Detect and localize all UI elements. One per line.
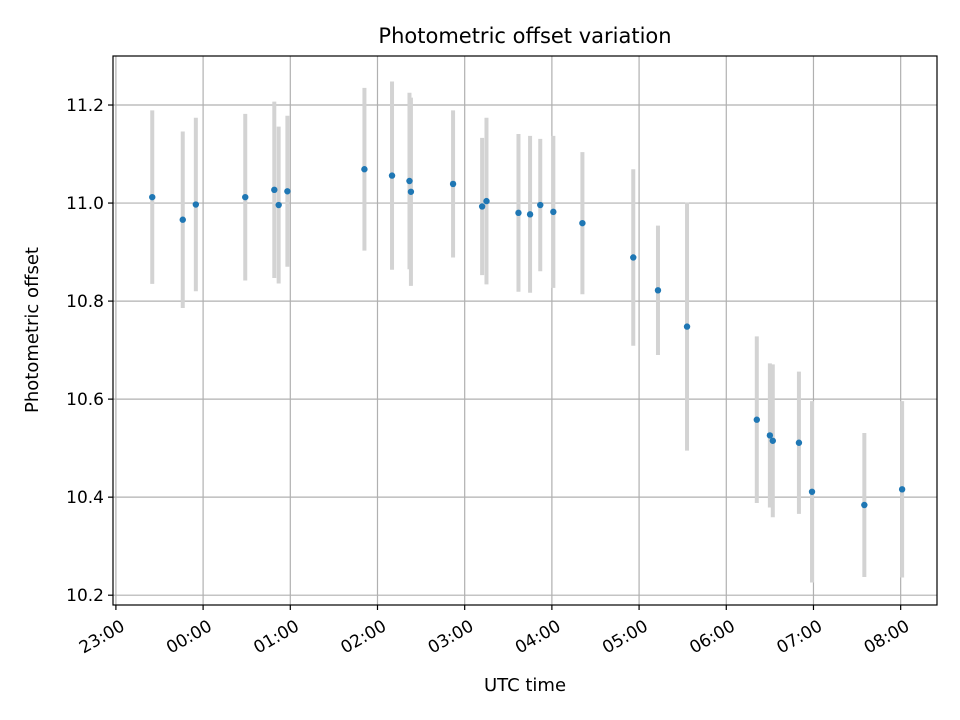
- data-points: [149, 166, 906, 509]
- y-tick-label: 10.6: [66, 390, 104, 410]
- data-point: [242, 193, 249, 201]
- data-point: [898, 486, 906, 493]
- data-point: [449, 180, 457, 188]
- data-point: [406, 177, 413, 185]
- data-point: [795, 439, 803, 446]
- data-point: [271, 186, 278, 194]
- plot-frame: [112, 55, 938, 606]
- data-point: [654, 287, 662, 294]
- data-point: [388, 172, 396, 179]
- data-point: [769, 437, 776, 444]
- data-point: [550, 208, 557, 216]
- data-point: [808, 488, 816, 495]
- x-axis-label: UTC time: [484, 675, 566, 696]
- data-point: [579, 219, 586, 227]
- data-point: [179, 216, 186, 223]
- data-point: [149, 193, 156, 201]
- data-point: [683, 323, 691, 330]
- y-tick-label: 10.4: [66, 488, 104, 508]
- data-point: [753, 416, 760, 423]
- data-point: [361, 166, 368, 173]
- data-point: [275, 201, 282, 209]
- data-point: [284, 188, 291, 195]
- data-point: [537, 201, 544, 209]
- data-point: [630, 254, 637, 261]
- data-point: [766, 432, 774, 439]
- y-tick-label: 10.2: [66, 586, 104, 606]
- data-point: [407, 188, 415, 195]
- y-tick-label: 11.2: [66, 96, 104, 116]
- y-tick-label: 10.8: [66, 292, 104, 312]
- y-axis-label: Photometric offset: [22, 247, 43, 413]
- y-tick-label: 11.0: [66, 194, 104, 214]
- data-point: [526, 211, 534, 218]
- data-point: [192, 201, 200, 208]
- chart-title: Photometric offset variation: [378, 24, 671, 48]
- data-point: [861, 501, 868, 509]
- data-point: [483, 197, 490, 205]
- data-point: [515, 209, 522, 217]
- data-point: [478, 203, 486, 210]
